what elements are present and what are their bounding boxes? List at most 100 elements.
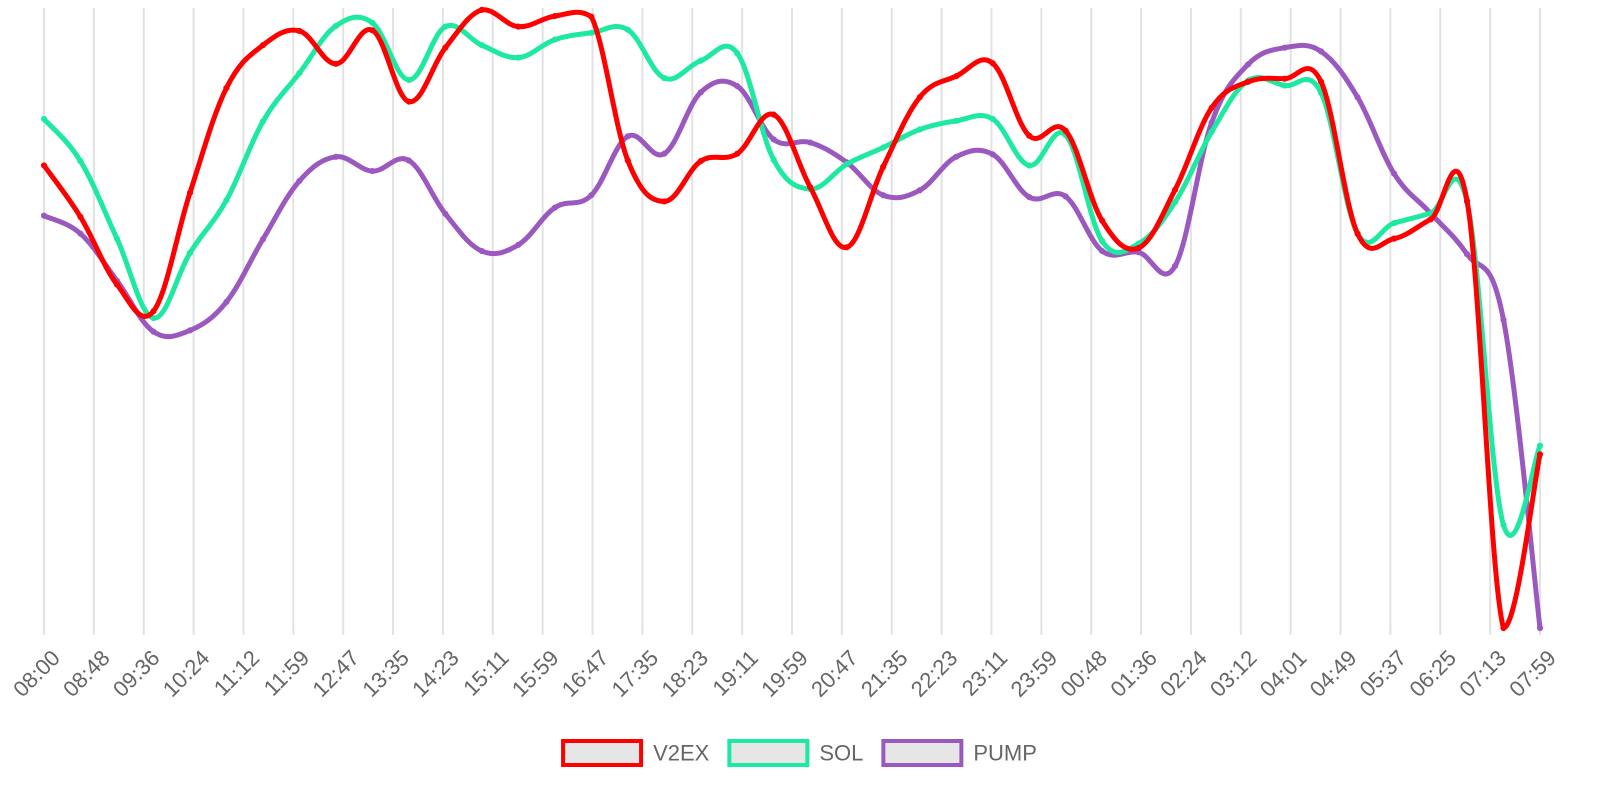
data-point-pump[interactable]	[734, 83, 741, 90]
data-point-pump[interactable]	[880, 192, 887, 199]
data-point-v2ex[interactable]	[953, 73, 960, 80]
data-point-pump[interactable]	[296, 177, 303, 185]
data-point-v2ex[interactable]	[1390, 235, 1398, 242]
data-point-v2ex[interactable]	[150, 308, 157, 315]
data-point-sol[interactable]	[843, 161, 850, 168]
data-point-v2ex[interactable]	[1281, 75, 1288, 82]
data-point-v2ex[interactable]	[661, 198, 668, 205]
data-point-sol[interactable]	[259, 118, 267, 125]
data-point-sol[interactable]	[734, 50, 741, 57]
legend-item-pump[interactable]: PUMP	[881, 739, 1037, 767]
data-point-sol[interactable]	[1172, 198, 1179, 206]
data-point-pump[interactable]	[1244, 61, 1252, 68]
data-point-v2ex[interactable]	[113, 281, 121, 288]
data-point-v2ex[interactable]	[259, 42, 267, 49]
data-point-sol[interactable]	[442, 23, 449, 30]
data-point-pump[interactable]	[1354, 94, 1361, 101]
data-point-sol[interactable]	[77, 158, 84, 165]
data-point-sol[interactable]	[150, 314, 157, 322]
data-point-pump[interactable]	[770, 136, 777, 143]
data-point-sol[interactable]	[113, 235, 121, 242]
data-point-sol[interactable]	[880, 144, 887, 151]
data-point-sol[interactable]	[478, 42, 485, 49]
data-point-pump[interactable]	[77, 230, 84, 237]
data-point-pump[interactable]	[1026, 194, 1033, 201]
data-point-v2ex[interactable]	[916, 94, 923, 101]
data-point-pump[interactable]	[1500, 316, 1507, 323]
data-point-v2ex[interactable]	[1172, 186, 1179, 193]
data-point-pump[interactable]	[478, 247, 485, 255]
data-point-pump[interactable]	[40, 212, 48, 219]
data-point-pump[interactable]	[661, 150, 668, 157]
data-point-v2ex[interactable]	[332, 60, 340, 67]
data-point-pump[interactable]	[1062, 193, 1069, 200]
data-point-v2ex[interactable]	[989, 60, 996, 67]
data-point-pump[interactable]	[1099, 247, 1106, 255]
data-point-sol[interactable]	[661, 74, 668, 82]
data-point-sol[interactable]	[1099, 238, 1106, 245]
data-point-pump[interactable]	[1390, 170, 1398, 177]
data-point-v2ex[interactable]	[1244, 78, 1252, 85]
data-point-sol[interactable]	[551, 36, 558, 43]
data-point-sol[interactable]	[916, 126, 923, 133]
data-point-sol[interactable]	[624, 26, 631, 33]
data-point-sol[interactable]	[989, 115, 996, 123]
data-point-pump[interactable]	[369, 167, 376, 175]
data-point-v2ex[interactable]	[40, 162, 48, 169]
data-point-pump[interactable]	[515, 241, 522, 248]
data-point-pump[interactable]	[259, 236, 267, 243]
data-point-sol[interactable]	[40, 115, 48, 123]
data-point-sol[interactable]	[186, 249, 194, 256]
data-point-pump[interactable]	[953, 153, 960, 160]
data-point-v2ex[interactable]	[1062, 127, 1069, 134]
data-point-pump[interactable]	[442, 210, 449, 217]
data-point-v2ex[interactable]	[369, 27, 376, 34]
data-point-v2ex[interactable]	[1317, 78, 1325, 85]
data-point-sol[interactable]	[1026, 162, 1033, 169]
data-point-pump[interactable]	[186, 327, 194, 334]
data-point-v2ex[interactable]	[734, 150, 741, 157]
data-point-sol[interactable]	[515, 54, 522, 61]
data-point-pump[interactable]	[989, 151, 996, 158]
data-point-pump[interactable]	[1317, 48, 1325, 55]
data-point-pump[interactable]	[551, 204, 558, 211]
data-point-v2ex[interactable]	[770, 111, 777, 118]
data-point-sol[interactable]	[332, 22, 340, 30]
data-point-sol[interactable]	[953, 117, 960, 124]
data-point-sol[interactable]	[369, 19, 376, 26]
data-point-pump[interactable]	[624, 133, 631, 140]
data-point-v2ex[interactable]	[1354, 230, 1361, 237]
data-point-sol[interactable]	[1536, 442, 1544, 449]
data-point-v2ex[interactable]	[551, 12, 558, 20]
data-point-v2ex[interactable]	[223, 84, 230, 92]
data-point-v2ex[interactable]	[624, 157, 631, 164]
data-point-v2ex[interactable]	[77, 213, 84, 221]
data-point-v2ex[interactable]	[1208, 104, 1215, 111]
data-point-pump[interactable]	[223, 298, 230, 305]
data-point-v2ex[interactable]	[478, 6, 485, 13]
data-point-sol[interactable]	[223, 197, 230, 204]
data-point-sol[interactable]	[405, 76, 412, 84]
data-point-sol[interactable]	[1281, 82, 1288, 89]
data-point-v2ex[interactable]	[186, 189, 194, 196]
data-point-pump[interactable]	[150, 328, 157, 335]
data-point-sol[interactable]	[1390, 220, 1398, 227]
data-point-pump[interactable]	[1172, 262, 1179, 270]
data-point-pump[interactable]	[332, 153, 340, 160]
data-point-v2ex[interactable]	[1026, 132, 1033, 139]
legend-item-sol[interactable]: SOL	[727, 739, 863, 767]
data-point-pump[interactable]	[588, 192, 595, 199]
data-point-v2ex[interactable]	[697, 158, 704, 165]
data-point-pump[interactable]	[1536, 624, 1544, 632]
data-point-sol[interactable]	[697, 57, 704, 64]
data-point-v2ex[interactable]	[1536, 451, 1544, 458]
data-point-sol[interactable]	[1208, 128, 1215, 136]
data-point-v2ex[interactable]	[405, 98, 412, 105]
data-point-sol[interactable]	[296, 70, 303, 77]
data-point-v2ex[interactable]	[1463, 197, 1471, 204]
data-point-v2ex[interactable]	[880, 163, 887, 170]
data-point-v2ex[interactable]	[588, 13, 595, 20]
data-point-v2ex[interactable]	[1099, 217, 1106, 224]
data-point-pump[interactable]	[916, 187, 923, 194]
data-point-pump[interactable]	[807, 139, 814, 146]
